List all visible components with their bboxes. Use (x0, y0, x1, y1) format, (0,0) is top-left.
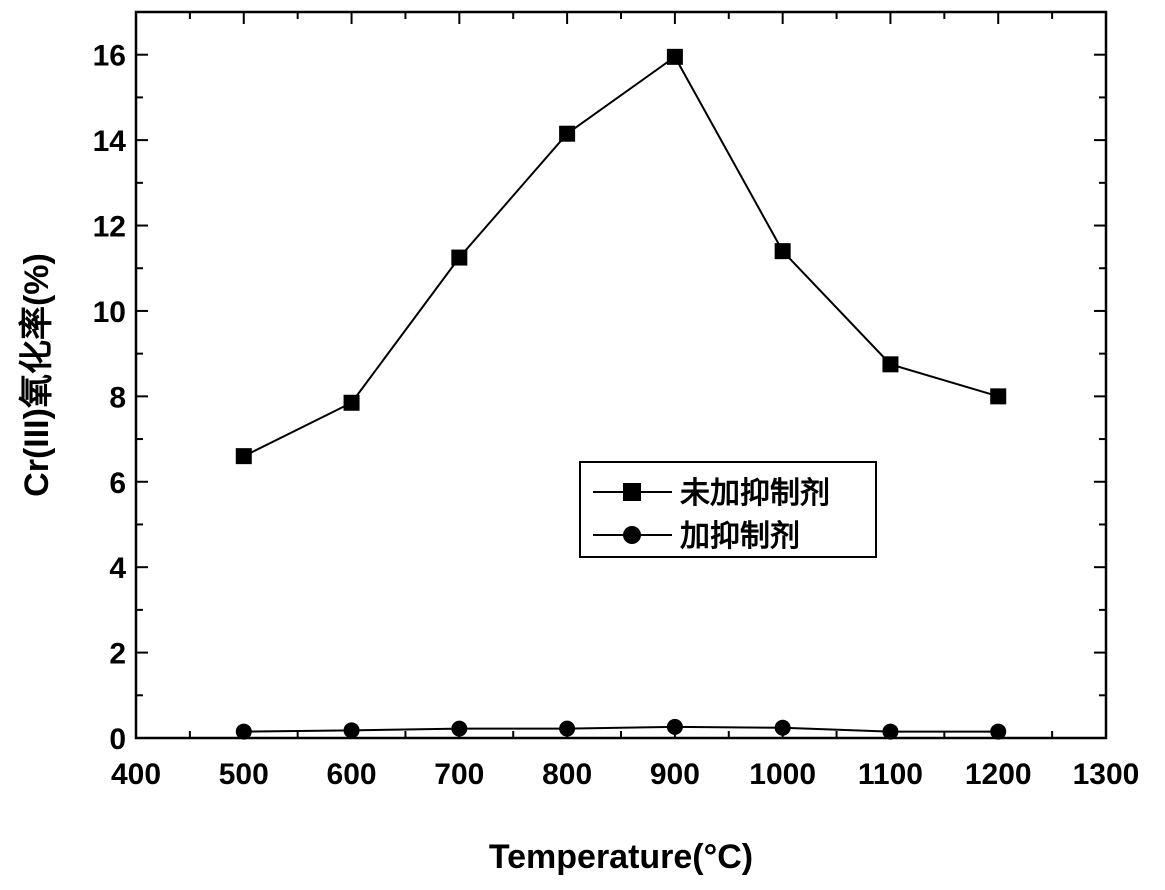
legend-marker-series-1 (623, 483, 641, 501)
x-tick-label: 1000 (749, 758, 816, 791)
y-tick-label: 2 (109, 638, 126, 671)
series-1-point (451, 249, 468, 266)
x-tick-label: 900 (650, 758, 700, 791)
y-tick-label: 14 (93, 125, 127, 158)
series-line-2 (243, 725, 999, 733)
series-2-point (990, 723, 1007, 740)
series-2-point (774, 719, 791, 736)
ticks (135, 11, 1107, 739)
series-2-point (882, 723, 899, 740)
series-1-point (343, 394, 360, 411)
y-tick-label: 10 (93, 296, 126, 329)
x-tick-label: 1100 (858, 758, 923, 791)
x-axis-title: Temperature(°C) (489, 838, 753, 876)
series-1-point (882, 356, 899, 373)
y-tick-label: 6 (109, 467, 126, 500)
y-tick-label: 0 (109, 723, 126, 756)
legend-marker-series-2 (623, 526, 641, 544)
series-1-point (666, 48, 683, 65)
x-tick-label: 1200 (965, 758, 1032, 791)
series-1-point (559, 125, 576, 142)
series-1-point (235, 448, 252, 465)
x-tick-label: 700 (434, 758, 484, 791)
plot-frame (134, 10, 1108, 740)
series-2-point (666, 718, 683, 735)
series-2-point (559, 720, 576, 737)
legend: 未加抑制剂 加抑制剂 (579, 461, 877, 558)
x-tick-label: 1300 (1073, 758, 1140, 791)
series-2-point (343, 722, 360, 739)
y-tick-label: 12 (93, 211, 126, 244)
series-2-point (451, 720, 468, 737)
y-tick-label: 16 (93, 40, 126, 73)
x-tick-label: 800 (542, 758, 592, 791)
y-tick-label: 8 (109, 381, 126, 414)
x-tick-label: 500 (219, 758, 269, 791)
series-markers (235, 48, 1007, 740)
series-line-1 (243, 55, 999, 458)
series-lines (243, 55, 999, 733)
series-2-point (235, 723, 252, 740)
series-1-point (990, 388, 1007, 405)
legend-label-series-2: 加抑制剂 (680, 519, 800, 554)
x-tick-label: 600 (327, 758, 377, 791)
y-axis-title: Cr(III)氧化率(%) (18, 253, 56, 497)
legend-label-series-1: 未加抑制剂 (680, 476, 830, 511)
x-tick-label: 400 (111, 758, 161, 791)
tick-labels: 400 500 600 700 800 900 1000 1100 1200 1300 0 2 4 6 8 1… (93, 40, 1140, 791)
series-1-point (774, 243, 791, 260)
y-tick-label: 4 (109, 552, 126, 585)
